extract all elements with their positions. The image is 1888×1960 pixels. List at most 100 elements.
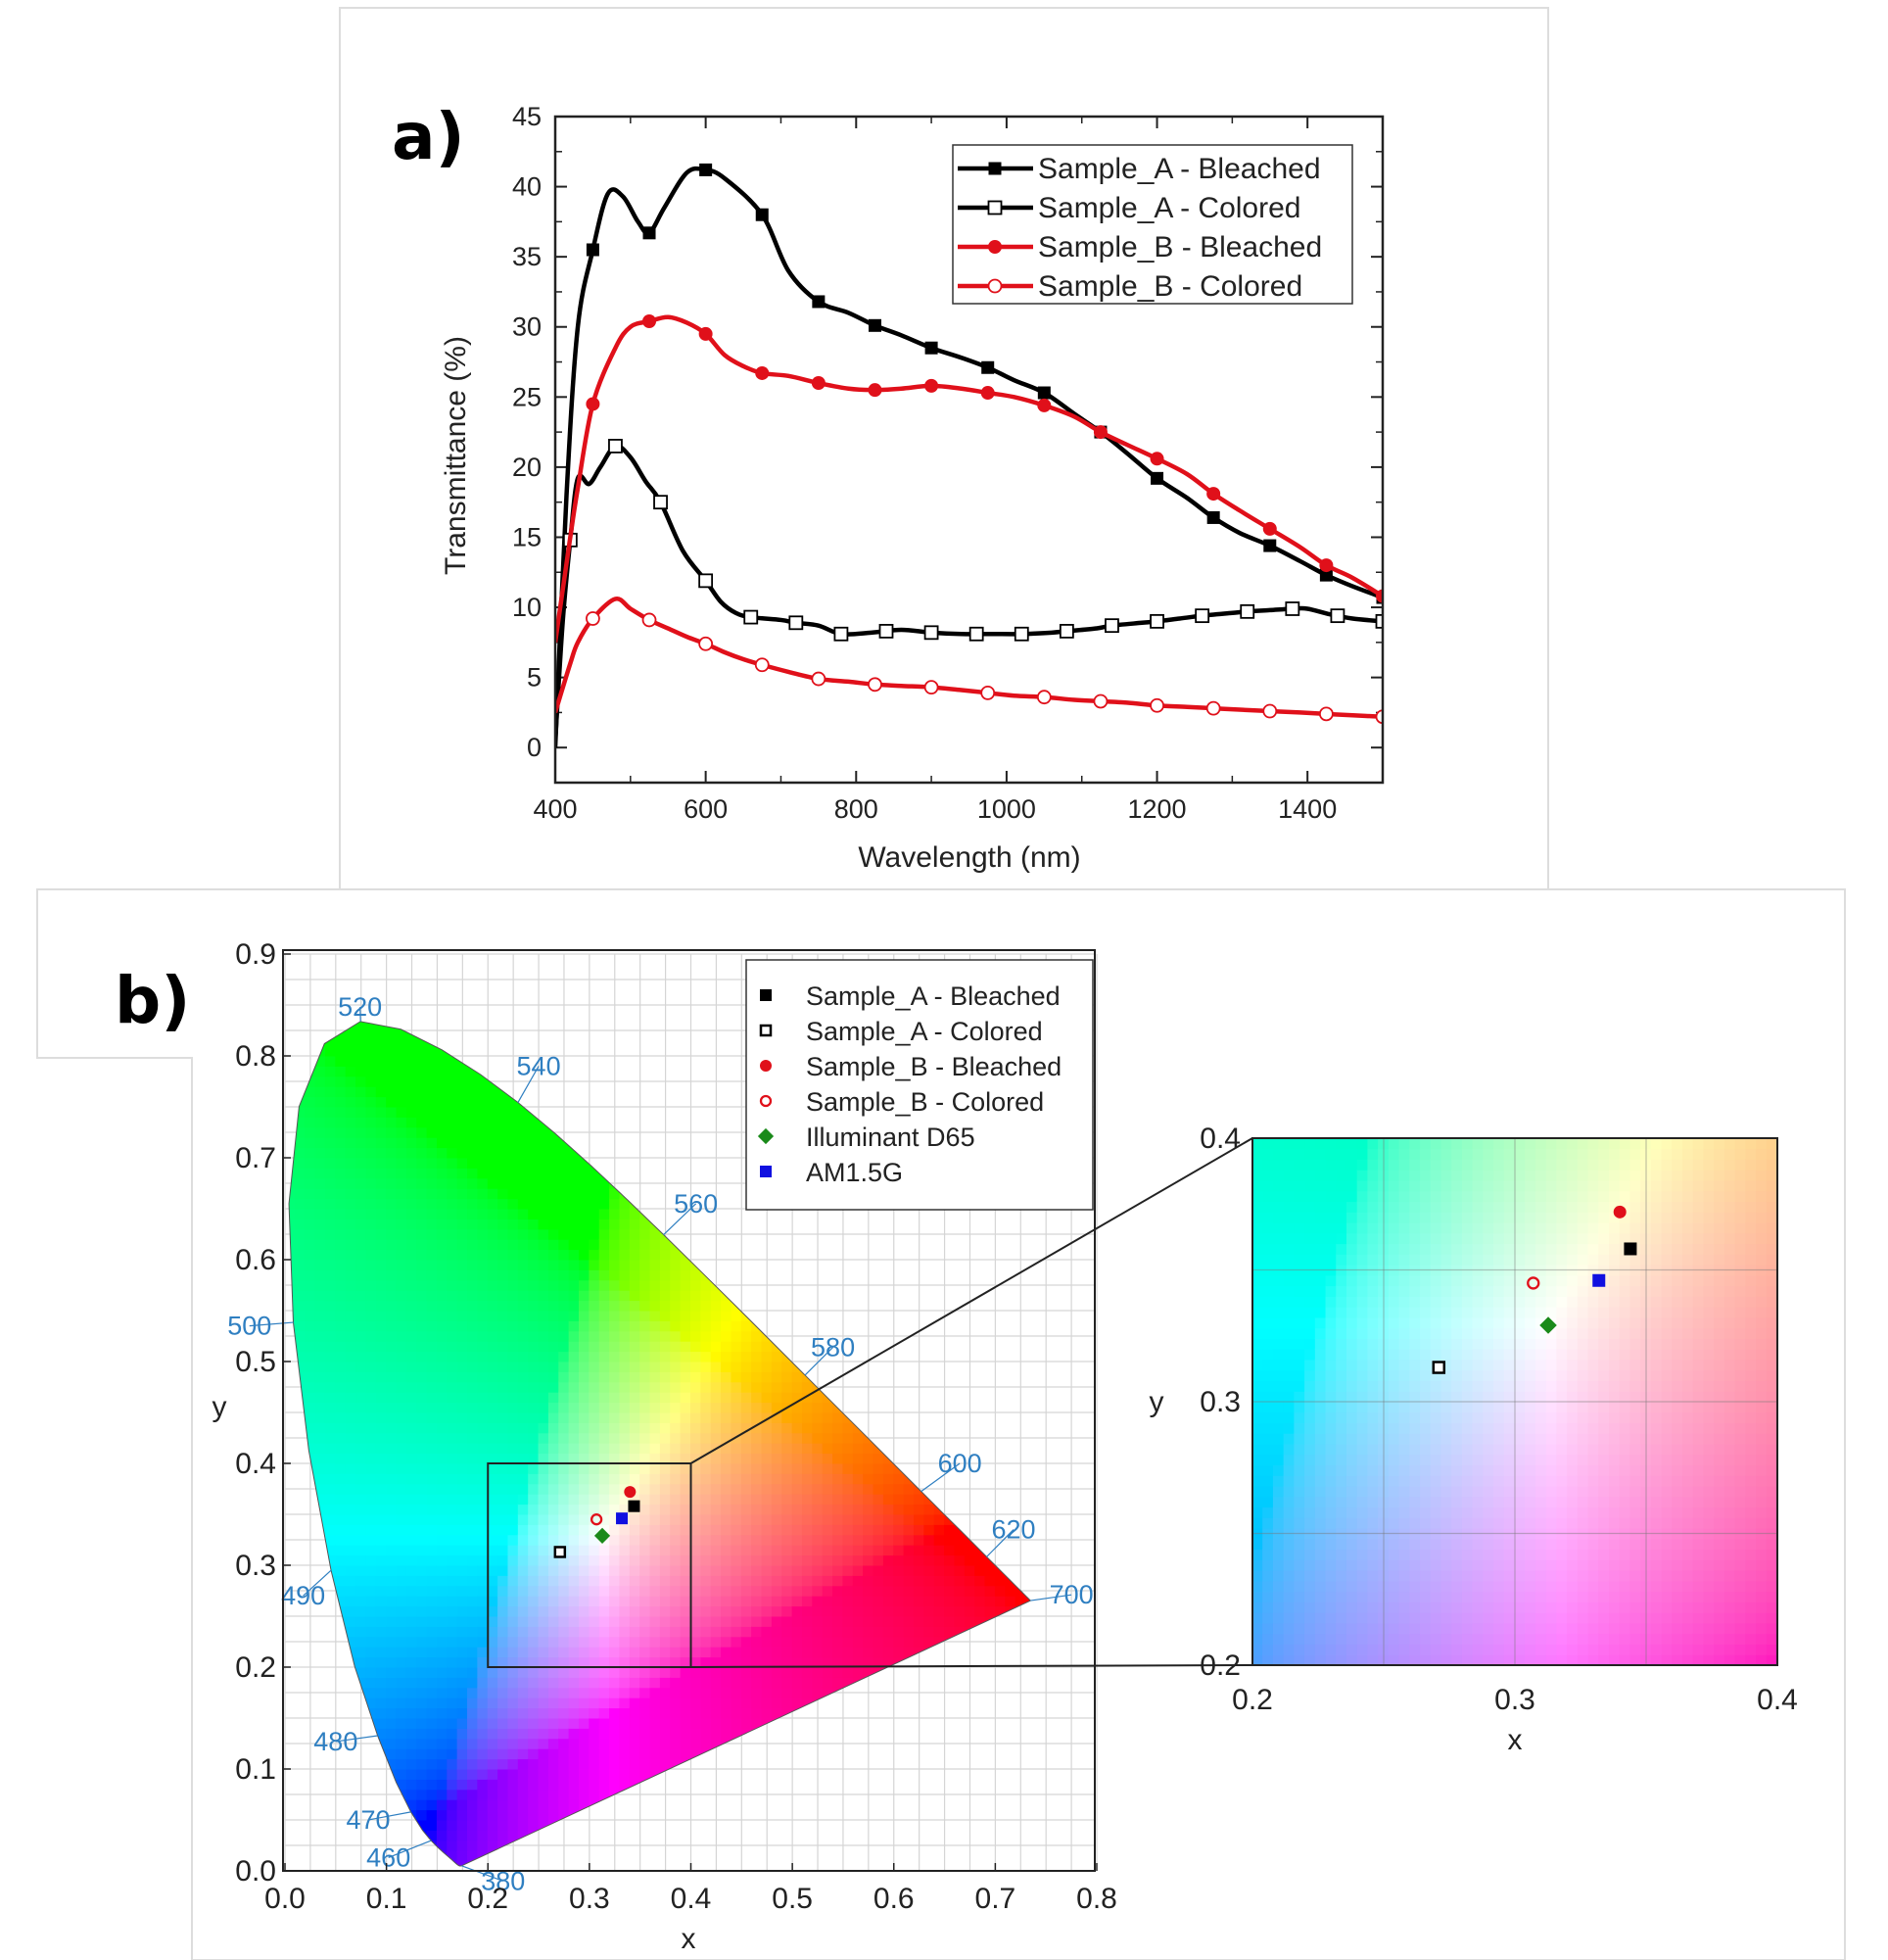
gamut-cell — [740, 1483, 753, 1495]
gamut-cell — [558, 1615, 570, 1627]
gamut-cell — [396, 1045, 407, 1057]
gamut-cell — [690, 1727, 702, 1740]
gamut-cell — [690, 1411, 702, 1423]
gamut-cell — [375, 1157, 388, 1169]
gamut-cell — [324, 1268, 337, 1281]
gamut-cell — [405, 1147, 418, 1159]
gamut-cell — [405, 1442, 418, 1455]
gamut-cell — [365, 1076, 377, 1087]
gamut-cell — [568, 1442, 581, 1455]
gamut-cell — [589, 1523, 600, 1536]
gamut-cell — [558, 1472, 570, 1485]
gamut-cell — [528, 1666, 540, 1678]
gamut-cell — [731, 1554, 742, 1566]
gamut-cell — [345, 1249, 357, 1261]
gamut-cell — [497, 1198, 509, 1210]
gamut-cell — [477, 1513, 489, 1525]
gamut-cell — [386, 1106, 398, 1118]
gamut-cell — [538, 1687, 549, 1698]
gamut-cell — [517, 1116, 530, 1128]
gamut-cell — [822, 1676, 834, 1689]
gamut-cell — [456, 1453, 469, 1464]
gamut-cell — [375, 1198, 388, 1210]
gamut-cell — [375, 1177, 388, 1189]
gamut-cell — [375, 1300, 388, 1312]
gamut-cell — [507, 1300, 519, 1312]
gamut-cell — [345, 1472, 357, 1485]
gamut-cell — [649, 1564, 661, 1576]
gamut-cell — [598, 1198, 611, 1210]
gamut-cell — [791, 1625, 803, 1638]
gamut-cell — [589, 1259, 600, 1270]
gamut-cell — [416, 1666, 428, 1678]
gamut-cell — [416, 1330, 428, 1342]
gamut-cell — [416, 1361, 428, 1372]
gamut-cell — [405, 1727, 418, 1740]
gamut-cell — [547, 1513, 560, 1525]
gamut-cell — [405, 1340, 418, 1353]
gamut-cell — [497, 1523, 509, 1536]
gamut-cell — [609, 1370, 621, 1383]
gamut-cell — [538, 1411, 549, 1423]
gamut-cell — [416, 1636, 428, 1648]
gamut-cell — [355, 1021, 367, 1027]
gamut-cell — [396, 1361, 407, 1372]
gamut-cell — [619, 1300, 631, 1312]
gamut-cell — [812, 1513, 824, 1525]
gamut-cell — [579, 1453, 590, 1464]
gamut-cell — [467, 1544, 479, 1556]
gamut-cell — [740, 1319, 753, 1332]
gamut-cell — [335, 1157, 347, 1169]
gamut-cell — [386, 1402, 398, 1413]
gamut-cell — [568, 1411, 581, 1423]
gamut-cell — [396, 1106, 407, 1118]
gamut-cell — [598, 1442, 611, 1455]
gamut-cell — [649, 1421, 661, 1434]
gamut-cell — [547, 1727, 560, 1740]
gamut-cell — [365, 1085, 377, 1098]
gamut-cell — [690, 1636, 702, 1648]
gamut-cell — [629, 1523, 641, 1536]
gamut-cell — [507, 1259, 519, 1270]
gamut-cell — [487, 1676, 499, 1689]
panel-a-y-axis-label: Transmittance (%) — [440, 336, 472, 575]
gamut-cell — [405, 1585, 418, 1597]
gamut-cell — [396, 1544, 407, 1556]
gamut-cell — [335, 1421, 347, 1434]
gamut-cell — [761, 1340, 773, 1353]
gamut-cell — [365, 1381, 377, 1393]
gamut-cell — [690, 1605, 702, 1617]
gamut-cell — [609, 1534, 621, 1546]
gamut-cell — [558, 1279, 570, 1291]
gamut-cell — [436, 1249, 448, 1261]
gamut-cell — [568, 1187, 581, 1200]
gamut-cell — [456, 1330, 469, 1342]
gamut-cell — [436, 1615, 448, 1627]
gamut-cell — [761, 1402, 773, 1413]
gamut-cell — [568, 1646, 581, 1658]
gamut-cell — [517, 1513, 530, 1525]
gamut-cell — [517, 1758, 530, 1770]
gamut-cell — [639, 1432, 651, 1444]
gamut-cell — [365, 1259, 377, 1270]
gamut-cell — [324, 1319, 337, 1332]
gamut-cell — [294, 1106, 307, 1118]
gamut-cell — [294, 1136, 307, 1149]
gamut-cell — [314, 1340, 326, 1353]
gamut-cell — [456, 1238, 469, 1251]
gamut-cell — [517, 1187, 530, 1200]
gamut-cell — [305, 1259, 316, 1270]
gamut-cell — [447, 1738, 458, 1749]
gamut-cell — [589, 1554, 600, 1566]
gamut-cell — [680, 1472, 691, 1485]
gamut-cell — [517, 1493, 530, 1506]
gamut-cell — [538, 1747, 549, 1760]
gamut-cell — [659, 1523, 672, 1536]
legend-marker — [988, 162, 1002, 175]
gamut-cell — [538, 1564, 549, 1576]
gamut-cell — [324, 1055, 337, 1067]
gamut-cell — [579, 1554, 590, 1566]
gamut-cell — [517, 1768, 530, 1780]
gamut-cell — [365, 1493, 377, 1506]
gamut-cell — [751, 1330, 763, 1342]
